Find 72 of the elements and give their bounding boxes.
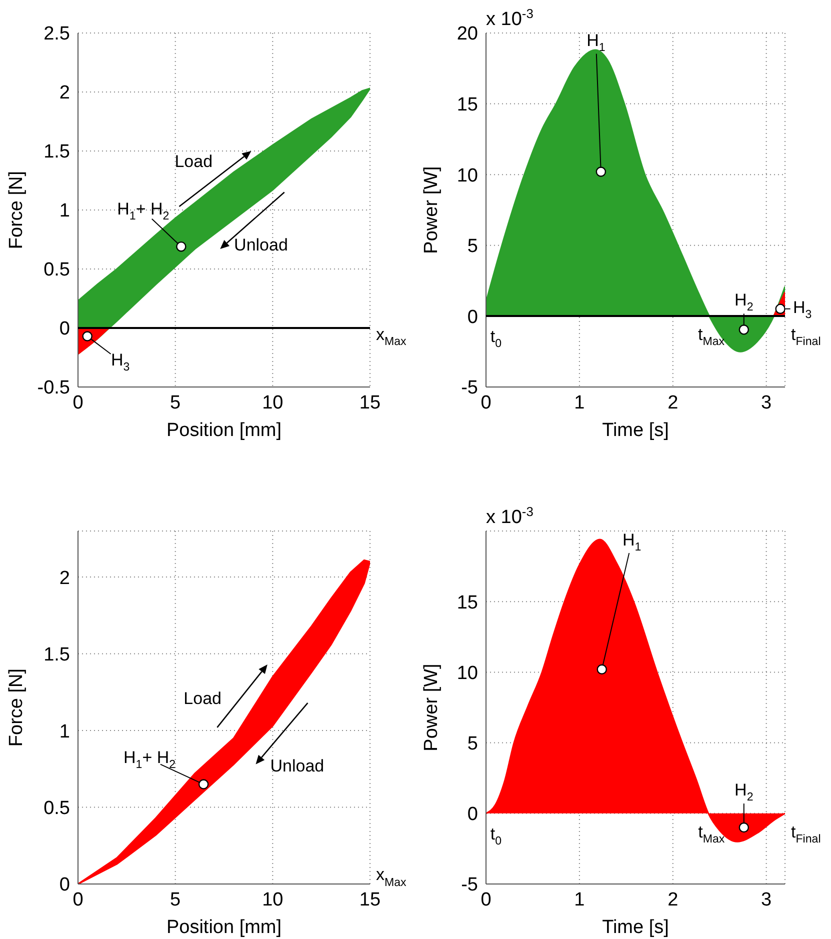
annotation: t$_{Max}$ [698,326,725,348]
annotation: H$_{1}$+ H$_{2}$ [124,748,176,772]
y-tick-label: 2 [59,82,70,104]
y-axis-title: Force [N] [6,668,28,747]
y-tick-label: 2.5 [44,24,70,45]
y-tick-label: 1 [59,721,70,742]
text: x 10$^{-3}$ [486,504,534,528]
annotation: t$_{Final}$ [791,822,821,846]
y-tick-label: 0 [467,306,478,328]
annotation: H$_{1}$ [622,530,642,554]
annotation: H$_{2}$ [734,781,754,804]
x-tick-label: 1 [574,392,585,414]
x-tick-label: 10 [262,889,284,910]
y-tick-label: 20 [456,24,478,45]
x-tick-label: 5 [170,392,181,414]
annotation: H$_{1}$+ H$_{2}$ [117,200,170,223]
y-tick-label: 0.5 [44,798,70,820]
x-tick-label: 0 [72,392,84,414]
y-tick-label: 0 [59,318,70,340]
y-tick-label: 10 [456,662,478,684]
x-tick-label: 15 [359,392,381,414]
annotation: Unload [234,236,288,256]
annotation: t$_{0}$ [490,328,502,350]
annotation: H$_{2}$ [734,291,754,314]
y-tick-label: -5 [461,874,478,896]
x-tick-label: 2 [668,889,678,910]
annotation: Load [184,689,222,708]
y-tick-label: 0.5 [44,260,70,281]
y-tick-label: 0 [59,874,70,896]
y-axis-title: Power [W] [421,664,442,752]
x-tick-label: 5 [170,889,181,910]
point [775,304,785,314]
annotation: H$_{1}$ [586,31,606,54]
annotation: x$_{Max}$ [376,325,407,348]
y-tick-label: 5 [467,236,478,258]
text: x 10$^{-3}$ [486,6,534,30]
annotation: t$_{Final}$ [791,326,821,348]
text: x$_{Max}$ [376,865,407,889]
x-axis-title: Position [mm] [166,420,282,441]
y-tick-label: 0 [467,804,478,826]
x-tick-label: 3 [761,889,772,910]
y-tick-label: 2 [59,568,70,589]
y-tick-label: 1 [59,200,70,222]
y-tick-label: 1.5 [44,644,70,666]
x-tick-label: 3 [761,392,772,414]
x-tick-label: 0 [480,889,492,910]
y-axis-title: Force [N] [6,170,28,250]
y-tick-label: -5 [461,378,478,399]
y-axis-title: Power [W] [421,166,442,254]
y-tick-label: 15 [456,592,478,614]
annotation: t$_{0}$ [490,824,502,848]
x-tick-label: 15 [359,889,381,910]
y-tick-label: -0.5 [37,378,70,399]
point [596,166,606,177]
x-tick-label: 2 [668,392,678,414]
annotation: Load [174,152,213,172]
annotation: Unload [270,756,324,776]
annotation: H$_{3}$ [110,350,130,374]
x-tick-label: 10 [262,392,284,414]
annotation: H$_{3}$ [792,298,812,321]
x-axis-title: Position [mm] [166,917,282,938]
x-axis-title: Time [s] [602,420,669,441]
y-tick-label: 5 [467,734,478,755]
x-tick-label: 0 [480,392,492,414]
annotation: t$_{Max}$ [698,822,725,846]
y-tick-label: 10 [456,165,478,186]
y-tick-label: 1.5 [44,142,70,163]
y-tick-label: 15 [456,94,478,116]
x-axis-title: Time [s] [602,917,669,938]
x-tick-label: 1 [574,889,585,910]
x-tick-label: 0 [72,889,84,910]
point [738,324,749,335]
